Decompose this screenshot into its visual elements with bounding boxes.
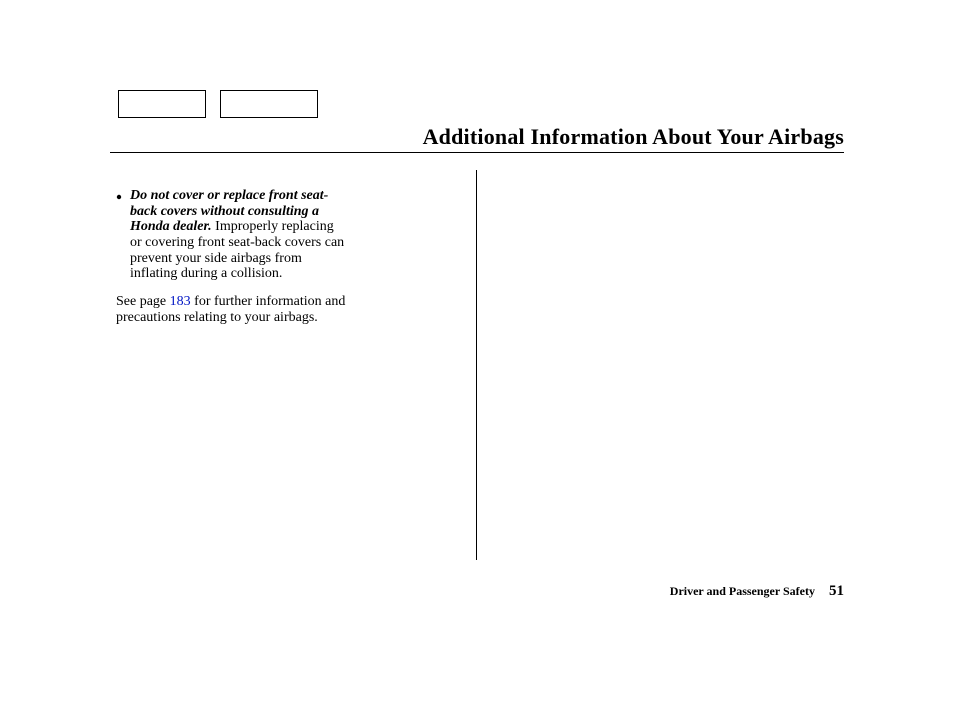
- placeholder-box-1: [118, 90, 206, 118]
- footer-section-label: Driver and Passenger Safety: [670, 584, 815, 599]
- see-page-prefix: See page: [116, 294, 170, 309]
- bullet-text: Do not cover or replace front seat-back …: [130, 188, 348, 282]
- document-page: Additional Information About Your Airbag…: [0, 0, 954, 710]
- see-page-paragraph: See page 183 for further information and…: [116, 294, 348, 325]
- footer-page-number: 51: [829, 583, 844, 600]
- column-divider: [476, 170, 477, 560]
- top-placeholder-boxes: [118, 90, 318, 118]
- bullet-item: Do not cover or replace front seat-back …: [116, 188, 348, 282]
- placeholder-box-2: [220, 90, 318, 118]
- page-reference-link[interactable]: 183: [170, 294, 191, 309]
- page-footer: Driver and Passenger Safety 51: [670, 583, 844, 600]
- body-column: Do not cover or replace front seat-back …: [116, 188, 348, 325]
- page-title: Additional Information About Your Airbag…: [423, 124, 844, 150]
- bullet-icon: [116, 188, 130, 203]
- horizontal-rule: [110, 152, 844, 153]
